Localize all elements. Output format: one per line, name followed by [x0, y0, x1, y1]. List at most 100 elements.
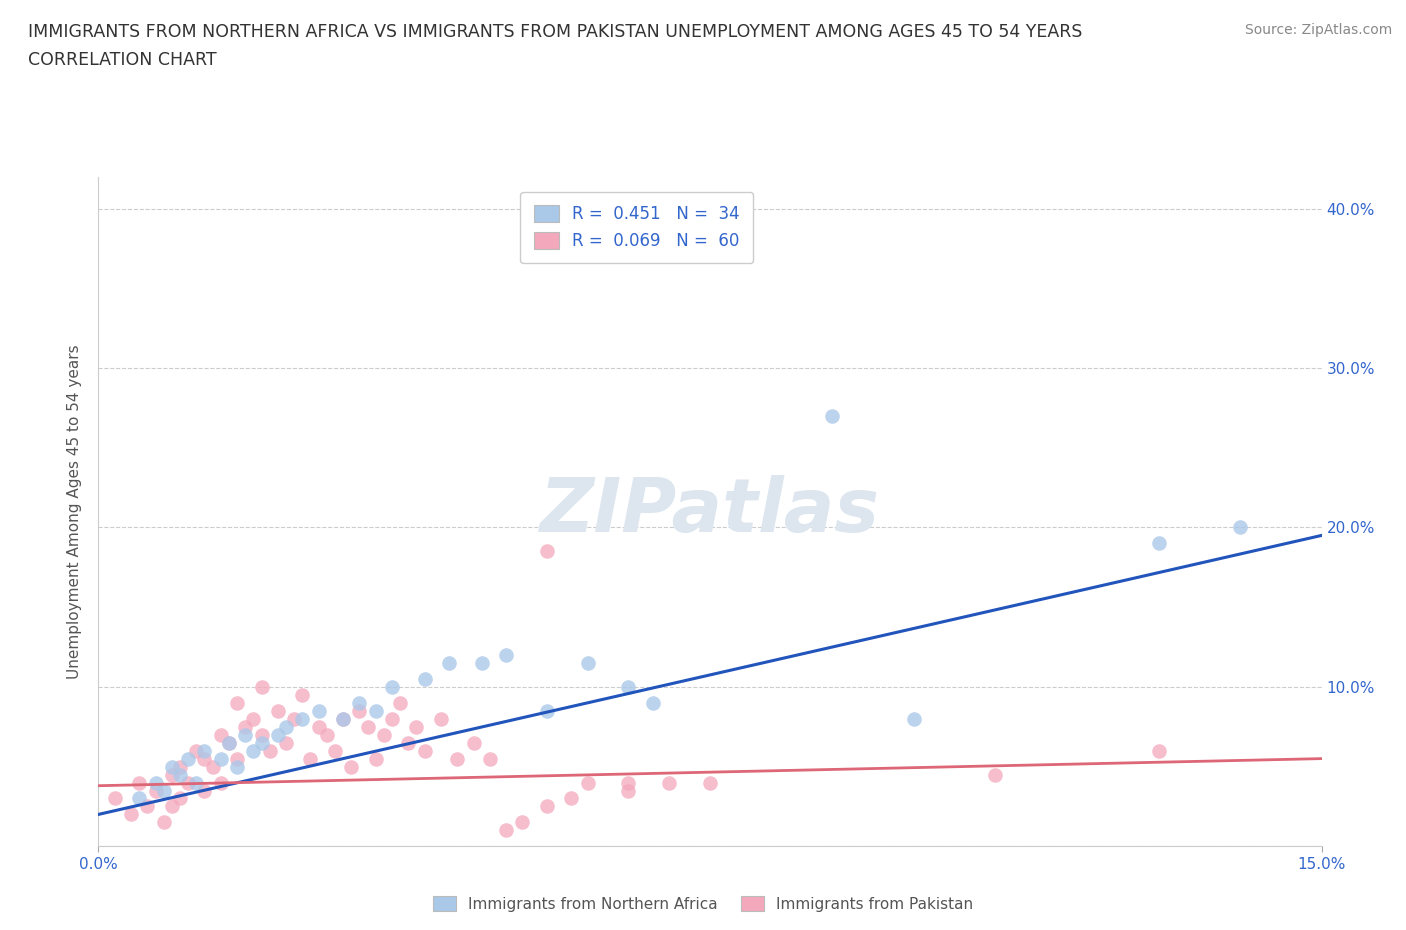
Point	[356, 719, 378, 734]
Point	[177, 751, 200, 766]
Point	[658, 775, 681, 790]
Point	[104, 791, 127, 806]
Point	[193, 743, 215, 758]
Point	[226, 696, 249, 711]
Point	[283, 711, 305, 726]
Point	[242, 743, 264, 758]
Point	[291, 711, 314, 726]
Point	[495, 823, 517, 838]
Legend: Immigrants from Northern Africa, Immigrants from Pakistan: Immigrants from Northern Africa, Immigra…	[427, 889, 979, 918]
Point	[512, 815, 534, 830]
Point	[446, 751, 468, 766]
Legend: R =  0.451   N =  34, R =  0.069   N =  60: R = 0.451 N = 34, R = 0.069 N = 60	[520, 192, 754, 263]
Point	[1229, 520, 1251, 535]
Point	[576, 775, 599, 790]
Point	[903, 711, 925, 726]
Text: CORRELATION CHART: CORRELATION CHART	[28, 51, 217, 69]
Point	[291, 687, 314, 702]
Point	[396, 736, 419, 751]
Point	[332, 711, 354, 726]
Point	[193, 751, 215, 766]
Point	[186, 743, 208, 758]
Point	[405, 719, 427, 734]
Point	[430, 711, 453, 726]
Point	[340, 759, 363, 774]
Text: Source: ZipAtlas.com: Source: ZipAtlas.com	[1244, 23, 1392, 37]
Point	[308, 719, 330, 734]
Point	[186, 775, 208, 790]
Point	[332, 711, 354, 726]
Point	[536, 544, 558, 559]
Point	[259, 743, 281, 758]
Point	[250, 727, 273, 742]
Point	[209, 775, 232, 790]
Point	[209, 751, 232, 766]
Text: IMMIGRANTS FROM NORTHERN AFRICA VS IMMIGRANTS FROM PAKISTAN UNEMPLOYMENT AMONG A: IMMIGRANTS FROM NORTHERN AFRICA VS IMMIG…	[28, 23, 1083, 41]
Point	[169, 791, 191, 806]
Point	[617, 783, 640, 798]
Point	[413, 671, 436, 686]
Point	[560, 791, 582, 806]
Point	[413, 743, 436, 758]
Point	[641, 696, 664, 711]
Point	[250, 736, 273, 751]
Point	[1147, 536, 1170, 551]
Point	[250, 680, 273, 695]
Point	[177, 775, 200, 790]
Point	[218, 736, 240, 751]
Point	[617, 680, 640, 695]
Point	[299, 751, 322, 766]
Point	[274, 736, 297, 751]
Point	[209, 727, 232, 742]
Point	[169, 767, 191, 782]
Point	[128, 791, 150, 806]
Point	[821, 408, 844, 423]
Point	[201, 759, 224, 774]
Point	[136, 799, 159, 814]
Point	[536, 799, 558, 814]
Point	[267, 703, 290, 718]
Point	[381, 680, 404, 695]
Point	[308, 703, 330, 718]
Point	[152, 815, 174, 830]
Point	[373, 727, 395, 742]
Point	[699, 775, 721, 790]
Y-axis label: Unemployment Among Ages 45 to 54 years: Unemployment Among Ages 45 to 54 years	[67, 344, 83, 679]
Point	[233, 727, 256, 742]
Point	[128, 775, 150, 790]
Point	[218, 736, 240, 751]
Point	[984, 767, 1007, 782]
Point	[349, 703, 371, 718]
Point	[437, 656, 460, 671]
Point	[471, 656, 494, 671]
Point	[1147, 743, 1170, 758]
Point	[233, 719, 256, 734]
Point	[145, 783, 167, 798]
Point	[193, 783, 215, 798]
Point	[323, 743, 346, 758]
Point	[226, 759, 249, 774]
Point	[381, 711, 404, 726]
Point	[576, 656, 599, 671]
Point	[478, 751, 501, 766]
Point	[226, 751, 249, 766]
Point	[160, 767, 183, 782]
Point	[145, 775, 167, 790]
Point	[495, 647, 517, 662]
Point	[160, 799, 183, 814]
Text: ZIPatlas: ZIPatlas	[540, 475, 880, 548]
Point	[120, 807, 142, 822]
Point	[617, 775, 640, 790]
Point	[160, 759, 183, 774]
Point	[267, 727, 290, 742]
Point	[242, 711, 264, 726]
Point	[536, 703, 558, 718]
Point	[274, 719, 297, 734]
Point	[152, 783, 174, 798]
Point	[315, 727, 337, 742]
Point	[364, 703, 387, 718]
Point	[349, 696, 371, 711]
Point	[364, 751, 387, 766]
Point	[389, 696, 412, 711]
Point	[463, 736, 485, 751]
